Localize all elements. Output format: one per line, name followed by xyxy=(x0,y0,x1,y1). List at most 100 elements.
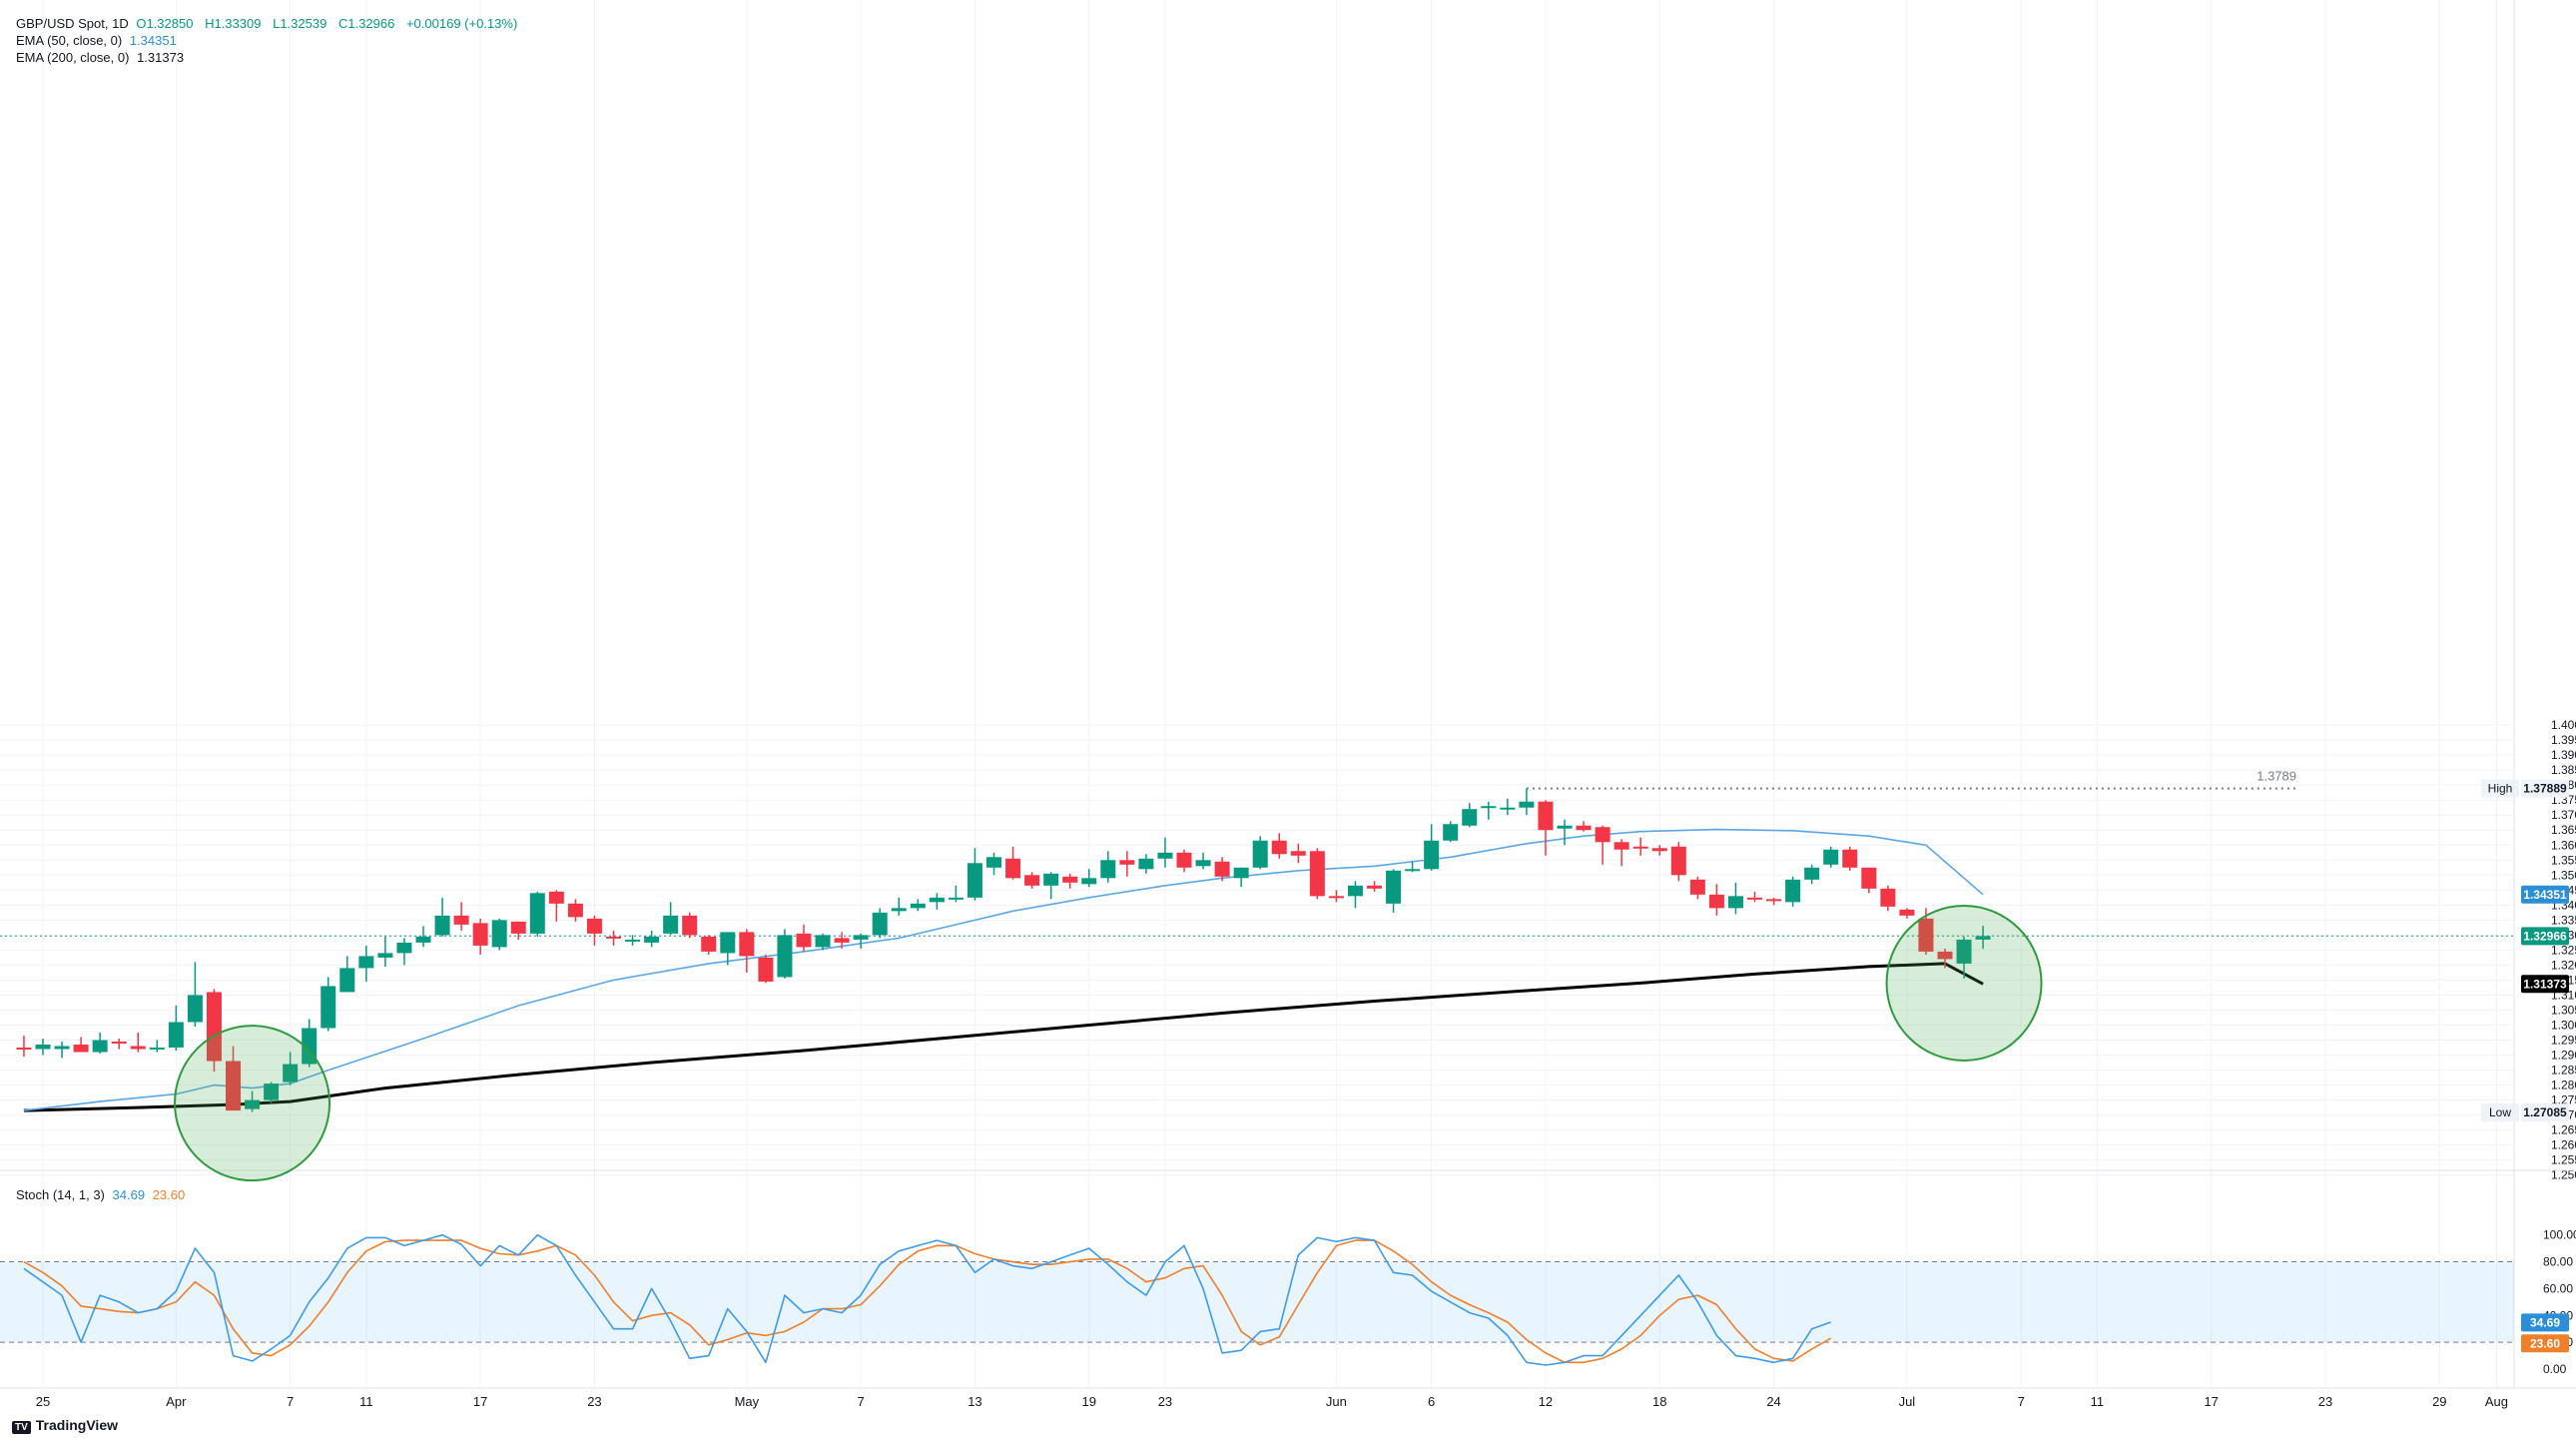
candle-body xyxy=(1271,840,1287,855)
candle-body xyxy=(1233,867,1249,879)
candle-body xyxy=(187,995,203,1023)
high-price-tag-prefix: High xyxy=(2488,782,2513,796)
candle-body xyxy=(1670,846,1686,876)
low-price-tag-bg xyxy=(2521,1103,2569,1122)
candle-body xyxy=(966,863,982,898)
candle-body xyxy=(168,1022,184,1049)
x-tick-label: 7 xyxy=(287,1394,294,1409)
candle-body xyxy=(910,903,926,909)
stoch-tick-label: 100.00 xyxy=(2543,1228,2576,1242)
candle-body xyxy=(1785,879,1801,903)
candle-body xyxy=(1290,851,1306,856)
x-tick-label: 11 xyxy=(2091,1394,2105,1409)
ema200-line xyxy=(23,962,1984,1112)
candle-body xyxy=(1538,801,1554,831)
candle-body xyxy=(1956,939,1972,964)
candle-body xyxy=(815,935,831,948)
ema50-legend[interactable]: EMA (50, close, 0) 1.34351 xyxy=(16,33,181,48)
x-tick-label: 17 xyxy=(2204,1394,2218,1409)
candle-body xyxy=(434,915,450,936)
candle-body xyxy=(453,915,469,925)
ema50-value: 1.34351 xyxy=(129,33,177,48)
candle-body xyxy=(1443,824,1459,841)
ema50-label: EMA (50, close, 0) xyxy=(16,33,123,48)
candle-body xyxy=(1024,875,1040,886)
candle-body xyxy=(1252,840,1268,868)
x-tick-label: May xyxy=(735,1394,760,1409)
candle-body xyxy=(149,1048,165,1051)
stoch-legend[interactable]: Stoch (14, 1, 3) 34.69 23.60 xyxy=(16,1187,189,1202)
candle-body xyxy=(625,939,641,942)
price-tick-label: 1.40000 xyxy=(2551,718,2576,732)
candle-body xyxy=(415,936,431,943)
candle-body xyxy=(586,918,602,934)
candle-body xyxy=(92,1040,108,1053)
candle-body xyxy=(834,938,850,943)
price-tick-label: 1.28000 xyxy=(2551,1079,2576,1092)
price-tick-label: 1.30500 xyxy=(2551,1003,2576,1017)
candle-body xyxy=(1424,840,1440,870)
candle-body xyxy=(206,992,222,1062)
price-tick-label: 1.25000 xyxy=(2551,1168,2576,1182)
ema200-legend[interactable]: EMA (200, close, 0) 1.31373 xyxy=(16,50,188,65)
candle-body xyxy=(35,1045,51,1050)
symbol-label[interactable]: GBP/USD Spot, 1D xyxy=(16,16,129,31)
candle-body xyxy=(1804,867,1820,880)
candle-body xyxy=(245,1099,261,1109)
high-price-tag-prefix-bg xyxy=(2481,779,2519,798)
candle-body xyxy=(1119,860,1135,865)
candle-body xyxy=(1823,849,1839,865)
candle-body xyxy=(796,933,812,948)
x-tick-label: 17 xyxy=(473,1394,487,1409)
candle-body xyxy=(567,903,583,918)
tradingview-logo[interactable]: TV TradingView xyxy=(12,1417,118,1434)
x-tick-label: 12 xyxy=(1539,1394,1553,1409)
ohlc-legend: GBP/USD Spot, 1D O1.32850 H1.33309 L1.32… xyxy=(16,16,525,31)
candle-body xyxy=(1880,888,1896,907)
candle-body xyxy=(644,936,660,943)
price-tick-label: 1.35000 xyxy=(2551,868,2576,882)
ema200-price-tag: 1.31373 xyxy=(2523,977,2567,991)
x-tick-label: Jun xyxy=(1326,1394,1347,1409)
x-tick-label: Aug xyxy=(2485,1394,2508,1409)
stoch-tick-label: 0.00 xyxy=(2543,1362,2567,1376)
candle-body xyxy=(986,857,1001,868)
x-tick-label: 7 xyxy=(858,1394,865,1409)
low-price-tag-prefix-bg xyxy=(2481,1103,2519,1122)
highlight-circle xyxy=(174,1025,331,1182)
candle-body xyxy=(16,1048,32,1051)
candle-body xyxy=(339,968,355,993)
x-tick-label: 23 xyxy=(587,1394,601,1409)
x-tick-label: 24 xyxy=(1766,1394,1780,1409)
candle-body xyxy=(1576,825,1592,831)
x-tick-label: 18 xyxy=(1652,1394,1666,1409)
candle-body xyxy=(1062,876,1078,883)
candle-body xyxy=(1689,879,1705,895)
ema200-value: 1.31373 xyxy=(137,50,185,65)
candle-body xyxy=(891,908,907,912)
stoch-band xyxy=(0,1261,2514,1343)
candle-body xyxy=(1157,852,1173,859)
price-tick-label: 1.30000 xyxy=(2551,1019,2576,1033)
candle-body xyxy=(491,920,507,948)
candle-body xyxy=(529,893,545,934)
candle-body xyxy=(130,1046,146,1050)
x-tick-label: Apr xyxy=(166,1394,187,1409)
candle-body xyxy=(1613,842,1629,850)
stoch-d-value: 23.60 xyxy=(152,1187,186,1202)
high-line-label: 1.3789 xyxy=(2256,769,2296,784)
candle-body xyxy=(1937,951,1953,960)
candle-body xyxy=(1747,897,1762,900)
candle-body xyxy=(1481,806,1497,809)
candle-body xyxy=(1195,860,1211,867)
candle-body xyxy=(1861,867,1877,889)
brand-label: TradingView xyxy=(35,1417,118,1433)
price-tick-label: 1.26000 xyxy=(2551,1138,2576,1152)
price-tick-label: 1.28500 xyxy=(2551,1064,2576,1078)
x-tick-label: 7 xyxy=(2018,1394,2025,1409)
candle-body xyxy=(1347,885,1363,897)
candle-body xyxy=(682,915,698,936)
stoch-label: Stoch (14, 1, 3) xyxy=(16,1187,105,1202)
last-price-tag-bg xyxy=(2521,927,2569,946)
